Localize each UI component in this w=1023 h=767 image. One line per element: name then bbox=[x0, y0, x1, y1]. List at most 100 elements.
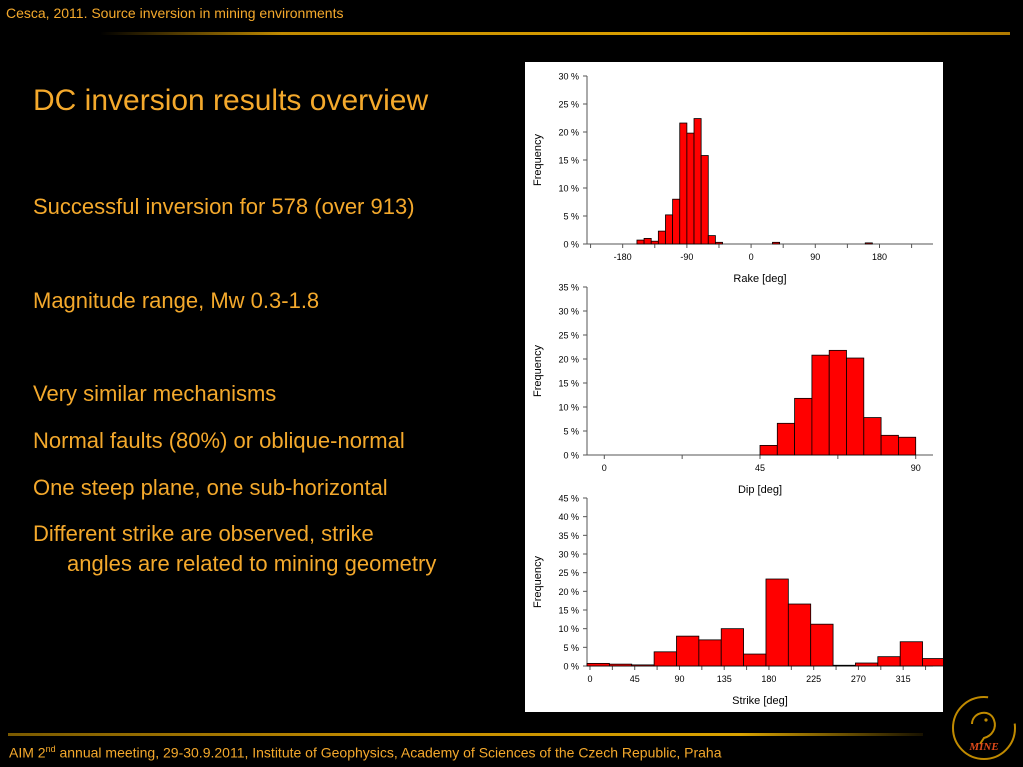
x-tick-label: 90 bbox=[911, 463, 921, 473]
histograms-svg: 0 % 5 % 10 % 15 % 20 % 25 % 30 % -180 -90 0 90 180 R… bbox=[532, 72, 943, 707]
y-tick-label: 30 % bbox=[558, 307, 579, 317]
y-tick-label: 0 % bbox=[563, 662, 579, 672]
x-axis-label: Rake [deg] bbox=[733, 273, 786, 285]
x-tick-label: -90 bbox=[680, 252, 693, 262]
y-tick-label: 25 % bbox=[558, 331, 579, 341]
y-tick-label: 0 % bbox=[563, 240, 579, 250]
histogram-bar bbox=[700, 155, 709, 245]
histogram-bar bbox=[832, 664, 856, 667]
x-tick-label: 315 bbox=[896, 674, 911, 684]
bullet-steep-plane: One steep plane, one sub-horizontal bbox=[33, 475, 388, 500]
histogram-bar bbox=[653, 651, 677, 667]
bullet-normal-faults: Normal faults (80%) or oblique-normal bbox=[33, 428, 405, 453]
x-tick-label: 0 bbox=[587, 674, 592, 684]
histogram-bar bbox=[665, 214, 674, 245]
histogram-bar bbox=[863, 417, 882, 456]
histogram-bar bbox=[686, 132, 695, 245]
histogram-bar bbox=[855, 662, 879, 667]
histogram-bar bbox=[846, 357, 865, 456]
x-tick-label: 0 bbox=[749, 252, 754, 262]
histogram-bar bbox=[643, 237, 652, 245]
x-tick-label: 180 bbox=[872, 252, 887, 262]
histogram-panel: 0 % 5 % 10 % 15 % 20 % 25 % 30 % -180 -90 0 90 180 R… bbox=[525, 62, 943, 712]
y-axis-label: Frequency bbox=[532, 556, 544, 608]
histogram-bar bbox=[899, 641, 923, 667]
y-tick-label: 15 % bbox=[558, 156, 579, 166]
histogram-bar bbox=[679, 122, 688, 245]
x-tick-label: -180 bbox=[614, 252, 632, 262]
histogram-bar bbox=[693, 118, 702, 245]
y-axis-label: Frequency bbox=[532, 345, 544, 397]
y-tick-label: 30 % bbox=[558, 72, 579, 82]
histogram-bar bbox=[897, 436, 917, 456]
y-tick-label: 0 % bbox=[563, 451, 579, 461]
histogram-bar bbox=[772, 241, 781, 245]
y-tick-label: 5 % bbox=[563, 212, 579, 222]
x-axis-label: Dip [deg] bbox=[738, 484, 782, 496]
y-tick-label: 35 % bbox=[558, 531, 579, 541]
histogram-bar bbox=[759, 444, 778, 456]
bullet-different-strike-line1: Different strike are observed, strike bbox=[33, 521, 374, 546]
histogram-bar bbox=[676, 635, 700, 667]
y-tick-label: 15 % bbox=[558, 379, 579, 389]
x-tick-label: 90 bbox=[810, 252, 820, 262]
histogram-bar bbox=[787, 603, 812, 667]
histogram-bar bbox=[922, 658, 943, 667]
histogram-bar bbox=[672, 198, 681, 245]
x-tick-label: 270 bbox=[851, 674, 866, 684]
footer-text: AIM 2nd annual meeting, 29-30.9.2011, In… bbox=[9, 744, 722, 761]
header-divider bbox=[100, 32, 1010, 35]
footer-sup: nd bbox=[45, 744, 56, 754]
histogram-bar bbox=[657, 230, 666, 245]
histogram-bar bbox=[864, 242, 873, 245]
y-tick-label: 30 % bbox=[558, 550, 579, 560]
y-tick-label: 35 % bbox=[558, 283, 579, 293]
bullet-different-strike-line2: angles are related to mining geometry bbox=[67, 551, 437, 576]
x-tick-label: 90 bbox=[674, 674, 684, 684]
histogram-bar bbox=[880, 434, 899, 456]
y-tick-label: 40 % bbox=[558, 512, 579, 522]
mine-logo: MINE bbox=[950, 694, 1018, 762]
histogram-bar bbox=[765, 578, 789, 667]
slide-title: DC inversion results overview bbox=[33, 84, 429, 117]
x-tick-label: 45 bbox=[755, 463, 765, 473]
x-tick-label: 45 bbox=[630, 674, 640, 684]
histogram-bar bbox=[631, 664, 655, 667]
bullet-similar-mechanisms: Very similar mechanisms bbox=[33, 381, 277, 406]
footer-prefix: AIM 2 bbox=[9, 744, 46, 761]
y-tick-label: 45 % bbox=[558, 494, 579, 504]
x-tick-label: 180 bbox=[761, 674, 776, 684]
bullet-magnitude-range: Magnitude range, Mw 0.3-1.8 bbox=[33, 288, 320, 313]
histogram-bar bbox=[608, 663, 633, 667]
histogram-bar bbox=[828, 349, 847, 456]
histogram-bar bbox=[636, 239, 645, 245]
histogram-bar bbox=[811, 354, 830, 456]
histogram-bar bbox=[715, 241, 723, 245]
y-tick-label: 10 % bbox=[558, 624, 579, 634]
x-tick-label: 225 bbox=[806, 674, 821, 684]
y-tick-label: 15 % bbox=[558, 606, 579, 616]
bullet-successful-inversion: Successful inversion for 578 (over 913) bbox=[33, 194, 415, 219]
y-tick-label: 5 % bbox=[563, 427, 579, 437]
y-tick-label: 20 % bbox=[558, 587, 579, 597]
histogram-bar bbox=[698, 639, 722, 667]
mine-logo-icon: MINE bbox=[952, 696, 1016, 760]
x-axis-label: Strike [deg] bbox=[732, 695, 788, 707]
y-tick-label: 20 % bbox=[558, 128, 579, 138]
histogram-bar bbox=[707, 235, 716, 245]
y-tick-label: 20 % bbox=[558, 355, 579, 365]
header-title: Cesca, 2011. Source inversion in mining … bbox=[6, 5, 344, 21]
histogram-bar bbox=[650, 240, 659, 245]
y-tick-label: 25 % bbox=[558, 100, 579, 110]
x-tick-label: 0 bbox=[602, 463, 607, 473]
histogram-bar bbox=[794, 397, 813, 456]
y-tick-label: 10 % bbox=[558, 184, 579, 194]
histogram-bar bbox=[877, 656, 901, 667]
y-tick-label: 5 % bbox=[563, 643, 579, 653]
y-tick-label: 10 % bbox=[558, 403, 579, 413]
histogram-bar bbox=[743, 653, 767, 667]
histogram-bar bbox=[810, 623, 834, 667]
footer-rest: annual meeting, 29-30.9.2011, Institute … bbox=[55, 744, 722, 761]
footer-divider bbox=[8, 733, 923, 736]
histogram-bar bbox=[586, 662, 610, 667]
